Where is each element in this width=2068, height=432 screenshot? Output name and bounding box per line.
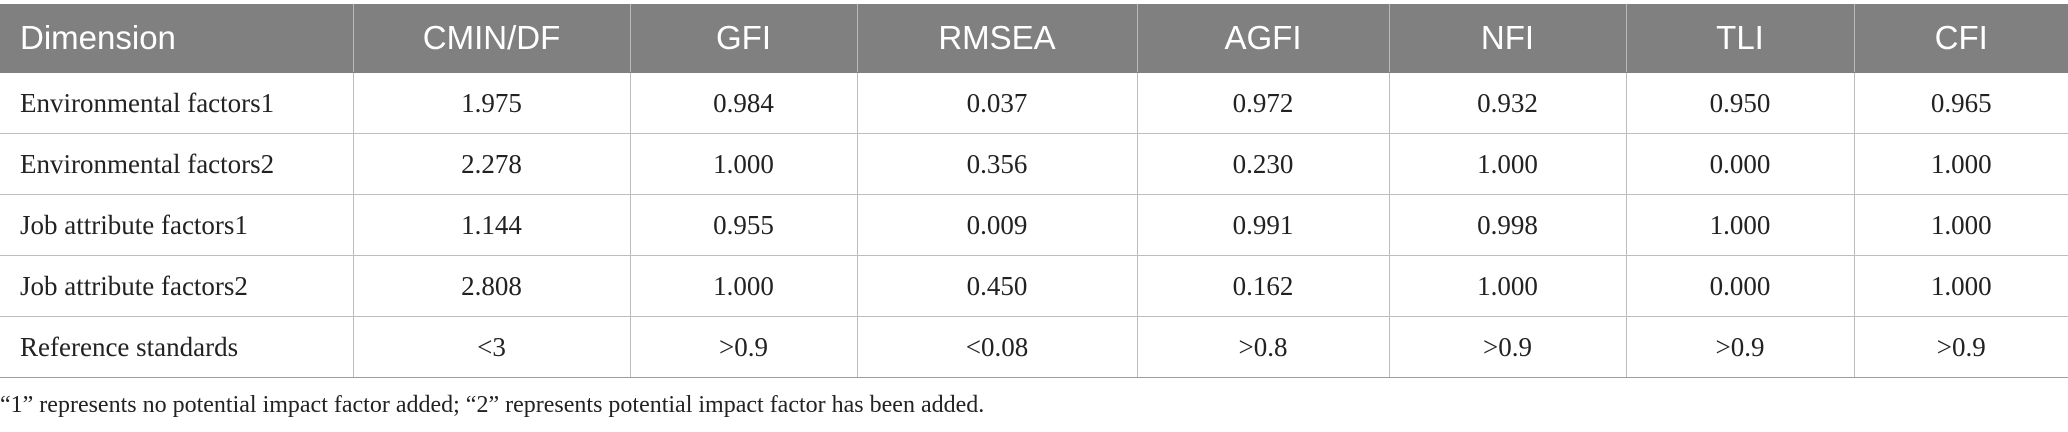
table-footnote: “1” represents no potential impact facto…: [0, 392, 985, 418]
header-dimension: Dimension: [0, 4, 354, 73]
row-label: Environmental factors1: [0, 72, 354, 134]
header-cmin-df: CMIN/DF: [353, 4, 631, 73]
row-label: Job attribute factors2: [0, 255, 354, 317]
header-agfi: AGFI: [1137, 4, 1390, 73]
cell-cmin-df: <3: [353, 316, 631, 378]
cell-gfi: 1.000: [630, 133, 858, 195]
cell-tli: 0.950: [1626, 72, 1855, 134]
table-header-row: Dimension CMIN/DF GFI RMSEA AGFI NFI TLI…: [0, 4, 2068, 73]
cell-cfi: 0.965: [1854, 72, 2068, 134]
cell-nfi: >0.9: [1389, 316, 1627, 378]
table-row: Job attribute factors1 1.144 0.955 0.009…: [0, 194, 2068, 256]
cell-rmsea: <0.08: [857, 316, 1138, 378]
cell-cfi: 1.000: [1854, 255, 2068, 317]
cell-cmin-df: 2.808: [353, 255, 631, 317]
table-row: Reference standards <3 >0.9 <0.08 >0.8 >…: [0, 316, 2068, 378]
cell-cfi: >0.9: [1854, 316, 2068, 378]
header-tli: TLI: [1626, 4, 1855, 73]
cell-nfi: 0.998: [1389, 194, 1627, 256]
header-gfi: GFI: [630, 4, 858, 73]
cell-rmsea: 0.037: [857, 72, 1138, 134]
cell-nfi: 1.000: [1389, 133, 1627, 195]
row-label: Reference standards: [0, 316, 354, 378]
header-rmsea: RMSEA: [857, 4, 1138, 73]
cell-cmin-df: 1.144: [353, 194, 631, 256]
table-row: Environmental factors2 2.278 1.000 0.356…: [0, 133, 2068, 195]
cell-nfi: 1.000: [1389, 255, 1627, 317]
cell-rmsea: 0.450: [857, 255, 1138, 317]
cell-rmsea: 0.356: [857, 133, 1138, 195]
row-label: Job attribute factors1: [0, 194, 354, 256]
cell-gfi: 0.984: [630, 72, 858, 134]
fit-indices-table: Dimension CMIN/DF GFI RMSEA AGFI NFI TLI…: [0, 4, 2068, 378]
cell-tli: 1.000: [1626, 194, 1855, 256]
cell-gfi: 0.955: [630, 194, 858, 256]
cell-agfi: >0.8: [1137, 316, 1390, 378]
cell-agfi: 0.162: [1137, 255, 1390, 317]
cell-nfi: 0.932: [1389, 72, 1627, 134]
header-nfi: NFI: [1389, 4, 1627, 73]
cell-cmin-df: 1.975: [353, 72, 631, 134]
cell-cmin-df: 2.278: [353, 133, 631, 195]
cell-tli: 0.000: [1626, 133, 1855, 195]
header-cfi: CFI: [1854, 4, 2068, 73]
fit-indices-table-container: Dimension CMIN/DF GFI RMSEA AGFI NFI TLI…: [0, 4, 2068, 378]
cell-rmsea: 0.009: [857, 194, 1138, 256]
cell-tli: >0.9: [1626, 316, 1855, 378]
cell-tli: 0.000: [1626, 255, 1855, 317]
cell-cfi: 1.000: [1854, 194, 2068, 256]
cell-gfi: >0.9: [630, 316, 858, 378]
cell-cfi: 1.000: [1854, 133, 2068, 195]
cell-agfi: 0.991: [1137, 194, 1390, 256]
cell-gfi: 1.000: [630, 255, 858, 317]
row-label: Environmental factors2: [0, 133, 354, 195]
cell-agfi: 0.230: [1137, 133, 1390, 195]
table-row: Job attribute factors2 2.808 1.000 0.450…: [0, 255, 2068, 317]
table-row: Environmental factors1 1.975 0.984 0.037…: [0, 72, 2068, 134]
cell-agfi: 0.972: [1137, 72, 1390, 134]
